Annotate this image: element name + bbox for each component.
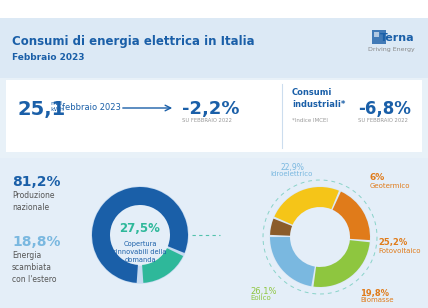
Text: 25,1: 25,1 (18, 100, 66, 119)
Text: Fotovoltaico: Fotovoltaico (378, 248, 420, 254)
Text: Consumi
industriali*: Consumi industriali* (292, 88, 345, 109)
Text: Biomasse: Biomasse (360, 297, 393, 303)
Circle shape (92, 187, 188, 283)
Text: *Indice IMCEI: *Indice IMCEI (292, 118, 328, 123)
Wedge shape (92, 187, 188, 283)
Text: Energia
scambiata
con l'estero: Energia scambiata con l'estero (12, 251, 56, 284)
FancyBboxPatch shape (372, 30, 386, 44)
Text: 22,9%: 22,9% (280, 163, 304, 172)
Text: Eolico: Eolico (250, 295, 271, 301)
Text: febbraio 2023: febbraio 2023 (62, 103, 121, 112)
Wedge shape (313, 240, 370, 287)
Text: -2,2%: -2,2% (182, 100, 240, 118)
FancyBboxPatch shape (374, 32, 379, 37)
FancyBboxPatch shape (0, 158, 428, 308)
Text: 18,8%: 18,8% (12, 235, 60, 249)
Text: 6%: 6% (370, 173, 385, 182)
Text: 19,8%: 19,8% (360, 289, 389, 298)
FancyBboxPatch shape (6, 80, 422, 152)
Text: Terna: Terna (380, 33, 415, 43)
Wedge shape (270, 219, 292, 236)
Wedge shape (274, 187, 339, 225)
Text: mld: mld (50, 101, 62, 106)
Text: kWh: kWh (50, 107, 64, 112)
Circle shape (270, 187, 370, 287)
FancyBboxPatch shape (0, 18, 428, 78)
Wedge shape (333, 192, 370, 240)
Wedge shape (270, 237, 315, 286)
Text: Driving Energy: Driving Energy (368, 47, 415, 52)
Text: Copertura
rinnovabili della
domanda: Copertura rinnovabili della domanda (113, 241, 167, 262)
Circle shape (290, 207, 350, 267)
FancyBboxPatch shape (0, 0, 428, 18)
Text: 25,2%: 25,2% (378, 237, 407, 246)
Text: 26,1%: 26,1% (250, 287, 276, 296)
Text: 81,2%: 81,2% (12, 175, 60, 189)
Wedge shape (142, 248, 183, 283)
Circle shape (110, 205, 170, 265)
Text: Produzione
nazionale: Produzione nazionale (12, 191, 54, 212)
Text: Consumi di energia elettrica in Italia: Consumi di energia elettrica in Italia (12, 35, 255, 48)
Text: Febbraio 2023: Febbraio 2023 (12, 54, 84, 63)
Text: Geotermico: Geotermico (370, 183, 410, 189)
Text: SU FEBBRAIO 2022: SU FEBBRAIO 2022 (358, 118, 408, 123)
Text: Idroelettrico: Idroelettrico (271, 171, 313, 177)
Text: -6,8%: -6,8% (358, 100, 411, 118)
Text: SU FEBBRAIO 2022: SU FEBBRAIO 2022 (182, 118, 232, 123)
Text: 27,5%: 27,5% (119, 222, 160, 236)
